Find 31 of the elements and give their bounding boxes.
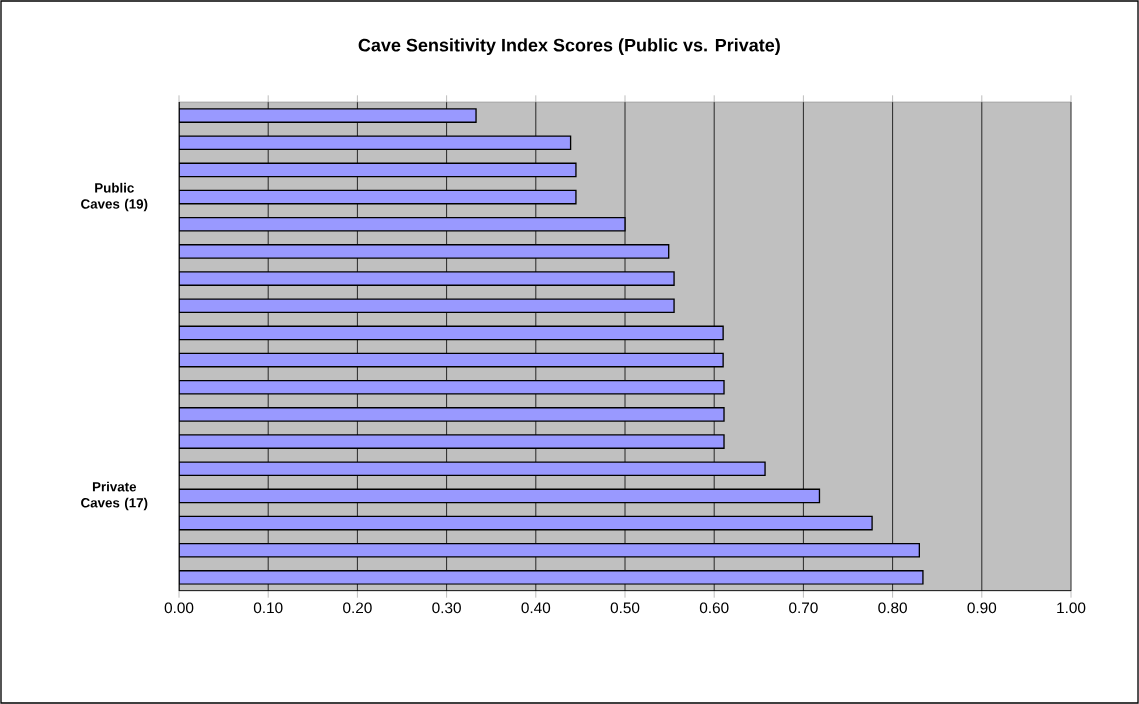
x-tick-label: 0.70 bbox=[789, 602, 818, 614]
bar bbox=[179, 515, 873, 531]
x-tick-label: 0.60 bbox=[699, 602, 729, 614]
bar bbox=[179, 542, 921, 558]
bar bbox=[179, 352, 724, 368]
bar bbox=[179, 244, 670, 259]
chart-title: Cave Sensitivity Index Scores (Public vs. Private) bbox=[358, 38, 780, 56]
x-tick-label: 0.30 bbox=[432, 602, 461, 614]
x-tick-label: 0.40 bbox=[521, 602, 551, 614]
bar bbox=[179, 488, 821, 504]
bar bbox=[179, 379, 725, 395]
bar bbox=[179, 162, 577, 178]
x-tick-label: 0.90 bbox=[967, 602, 997, 614]
x-tick-label: 0.10 bbox=[253, 602, 283, 614]
bar bbox=[179, 135, 572, 151]
bar bbox=[179, 461, 766, 477]
y-tick-label: Private Caves (17) bbox=[81, 481, 148, 511]
x-tick-label: 1.00 bbox=[1057, 602, 1086, 614]
bar bbox=[179, 216, 626, 232]
bar bbox=[179, 298, 675, 314]
bar bbox=[179, 434, 725, 449]
x-tick-label: 0.00 bbox=[164, 602, 194, 614]
bar bbox=[179, 271, 675, 286]
bar bbox=[179, 570, 924, 585]
bar bbox=[179, 189, 577, 205]
x-tick-label: 0.80 bbox=[878, 602, 907, 614]
x-tick-label: 0.20 bbox=[343, 602, 372, 614]
x-tick-label: 0.50 bbox=[610, 602, 640, 614]
bar bbox=[179, 325, 724, 341]
y-tick-label: Public Caves (19) bbox=[81, 182, 148, 212]
bar bbox=[179, 407, 725, 422]
